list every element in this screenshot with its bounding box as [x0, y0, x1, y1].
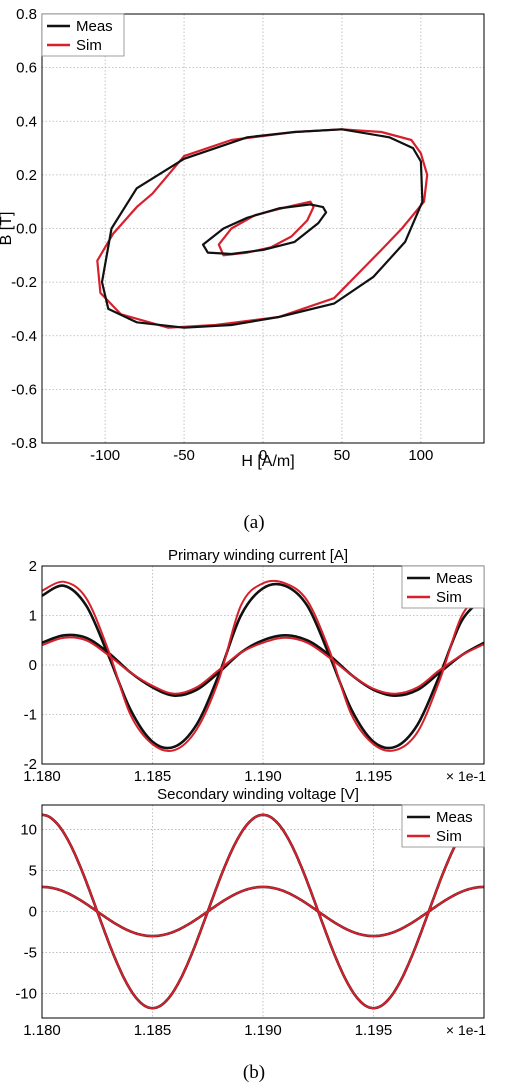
x-tick-label: 100 — [408, 447, 433, 464]
y-tick-label: -0.8 — [11, 435, 37, 452]
legend-label-meas: Meas — [436, 809, 473, 826]
series-sim-curve-1 — [42, 579, 484, 753]
y-axis-label: B [T] — [0, 212, 15, 246]
series-meas-curve-2 — [42, 633, 484, 698]
legend-box — [41, 13, 125, 57]
x-axis-multiplier: × 1e-1 — [446, 768, 486, 784]
plot-frame — [41, 804, 485, 1019]
series-lines — [42, 813, 484, 1010]
x-tick-label: 1.190 — [244, 1022, 282, 1039]
y-tick-label: -0.6 — [11, 381, 37, 398]
chart-title: Primary winding current [A] — [168, 547, 348, 564]
y-tick-label: -1 — [24, 707, 37, 724]
legend-label-meas: Meas — [436, 570, 473, 587]
legend-box — [401, 565, 485, 609]
series-meas-loop-2 — [201, 203, 328, 256]
plot-frame — [41, 13, 485, 444]
y-tick-label: -10 — [15, 985, 37, 1002]
y-tick-label: 5 — [29, 863, 37, 880]
series-meas-loop-1 — [100, 128, 424, 329]
legend-label-sim: Sim — [436, 589, 462, 606]
y-tick-label: 0.4 — [16, 113, 37, 130]
y-tick-label: -2 — [24, 756, 37, 773]
chart-bh: -100 -50 0 50 100 -0.8 -0.6 -0.4 -0.2 0.0 0.2 0.4 0.… — [0, 6, 485, 470]
x-tick-label: -50 — [173, 447, 195, 464]
chart-voltage: 1.180 1.185 1.190 1.195 10 5 0 -5 -10 Secondary w… — [15, 786, 486, 1039]
legend-label-sim: Sim — [76, 37, 102, 54]
x-tick-label: 1.195 — [355, 768, 393, 785]
legend: Meas Sim — [401, 565, 485, 609]
legend: Meas Sim — [401, 804, 485, 848]
y-tick-label: -0.2 — [11, 274, 37, 291]
y-tick-label: -5 — [24, 944, 37, 961]
chart-title: Secondary winding voltage [V] — [157, 786, 359, 803]
x-tick-label: 1.185 — [134, 768, 172, 785]
y-tick-label: 0 — [29, 657, 37, 674]
y-tick-label: -0.4 — [11, 328, 37, 345]
y-tick-label: 0.6 — [16, 60, 37, 77]
legend-label-meas: Meas — [76, 18, 113, 35]
y-tick-label: 10 — [20, 822, 37, 839]
series-lines — [42, 579, 484, 753]
y-tick-label: 0.8 — [16, 6, 37, 23]
x-tick-label: 50 — [334, 447, 351, 464]
x-tick-label: -100 — [90, 447, 120, 464]
y-tick-label: 0.0 — [16, 221, 37, 238]
x-tick-label: 0 — [259, 447, 267, 464]
x-tick-label: 1.180 — [23, 768, 61, 785]
y-tick-label: 2 — [29, 558, 37, 575]
series-sim-curve-2 — [42, 885, 484, 938]
legend-label-sim: Sim — [436, 828, 462, 845]
x-axis-label: H [A/m] — [241, 453, 294, 470]
y-tick-label: 0 — [29, 904, 37, 921]
caption-a: (a) — [243, 512, 264, 533]
plot-frame — [41, 565, 485, 765]
caption-b: (b) — [243, 1062, 265, 1083]
x-tick-label: 1.190 — [244, 768, 282, 785]
x-tick-label: 1.195 — [355, 1022, 393, 1039]
legend-box — [401, 804, 485, 848]
x-tick-label: 1.180 — [23, 1022, 61, 1039]
legend: Meas Sim — [41, 13, 125, 57]
y-tick-label: 0.2 — [16, 167, 37, 184]
series-sim-curve-2 — [42, 636, 484, 695]
series-sim-curve-1 — [42, 813, 484, 1010]
x-tick-label: 1.185 — [134, 1022, 172, 1039]
x-axis-multiplier: × 1e-1 — [446, 1022, 486, 1038]
chart-current: 1.180 1.185 1.190 1.195 2 1 0 -1 -2 Primary windi… — [23, 547, 486, 785]
y-tick-label: 1 — [29, 608, 37, 625]
